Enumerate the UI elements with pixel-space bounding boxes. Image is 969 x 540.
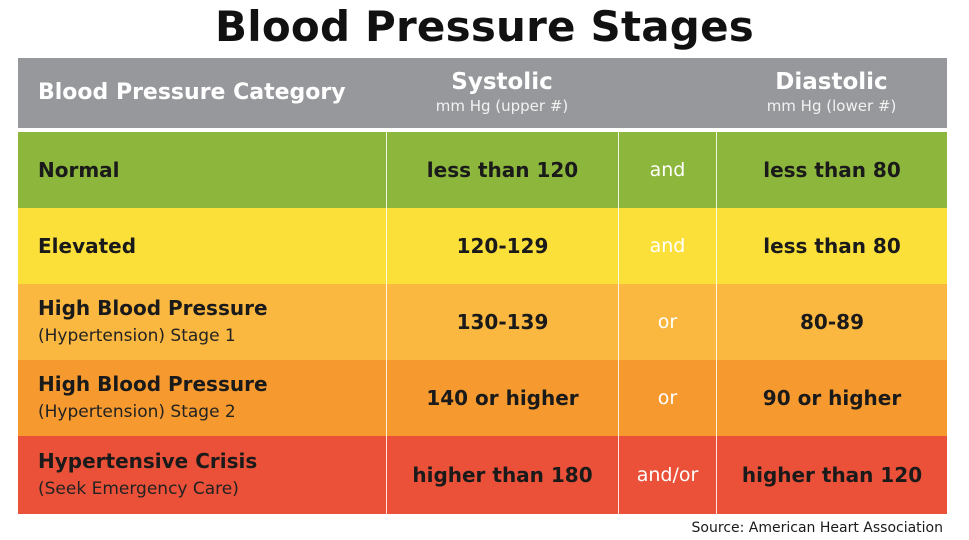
table-row-stage2: High Blood Pressure (Hypertension) Stage…: [18, 360, 947, 436]
diastolic-cell: less than 80: [716, 132, 947, 208]
diastolic-value: 80-89: [800, 310, 864, 334]
systolic-cell: 130-139: [386, 284, 618, 360]
systolic-value: 140 or higher: [426, 386, 579, 410]
diastolic-value: less than 80: [763, 158, 901, 182]
diastolic-value: less than 80: [763, 234, 901, 258]
table-header: Blood Pressure Category Systolic mm Hg (…: [18, 58, 947, 128]
table-row-elevated: Elevated 120-129 and less than 80: [18, 208, 947, 284]
systolic-value: higher than 180: [412, 463, 593, 487]
conjunction-cell: and/or: [618, 436, 716, 514]
table-row-stage1: High Blood Pressure (Hypertension) Stage…: [18, 284, 947, 360]
category-subtitle: (Hypertension) Stage 2: [38, 402, 236, 422]
category-subtitle: (Hypertension) Stage 1: [38, 326, 236, 346]
header-diastolic: Diastolic mm Hg (lower #): [716, 58, 947, 128]
systolic-cell: 140 or higher: [386, 360, 618, 436]
systolic-cell: less than 120: [386, 132, 618, 208]
category-cell: Normal: [18, 132, 386, 208]
conjunction-text: and/or: [636, 464, 699, 486]
category-name: Hypertensive Crisis: [38, 449, 258, 473]
table-row-crisis: Hypertensive Crisis (Seek Emergency Care…: [18, 436, 947, 514]
systolic-value: less than 120: [426, 158, 579, 182]
header-category-label: Blood Pressure Category: [38, 80, 346, 105]
conjunction-text: or: [657, 311, 678, 333]
systolic-value: 120-129: [456, 234, 549, 258]
systolic-value: 130-139: [456, 310, 549, 334]
category-cell: Hypertensive Crisis (Seek Emergency Care…: [18, 436, 386, 514]
conjunction-cell: or: [618, 360, 716, 436]
header-category: Blood Pressure Category: [38, 58, 378, 128]
category-cell: High Blood Pressure (Hypertension) Stage…: [18, 360, 386, 436]
diastolic-cell: less than 80: [716, 208, 947, 284]
conjunction-cell: or: [618, 284, 716, 360]
systolic-cell: higher than 180: [386, 436, 618, 514]
category-cell: Elevated: [18, 208, 386, 284]
category-name: High Blood Pressure: [38, 296, 268, 320]
category-name: High Blood Pressure: [38, 372, 268, 396]
header-systolic: Systolic mm Hg (upper #): [386, 58, 618, 128]
systolic-cell: 120-129: [386, 208, 618, 284]
conjunction-text: and: [649, 159, 686, 181]
diastolic-cell: higher than 120: [716, 436, 947, 514]
header-systolic-unit: mm Hg (upper #): [435, 97, 569, 115]
conjunction-cell: and: [618, 132, 716, 208]
conjunction-text: or: [657, 387, 678, 409]
category-name: Normal: [38, 158, 120, 182]
table-row-normal: Normal less than 120 and less than 80: [18, 132, 947, 208]
diastolic-cell: 90 or higher: [716, 360, 947, 436]
header-diastolic-unit: mm Hg (lower #): [766, 97, 897, 115]
category-name: Elevated: [38, 234, 137, 258]
conjunction-text: and: [649, 235, 686, 257]
category-cell: High Blood Pressure (Hypertension) Stage…: [18, 284, 386, 360]
diastolic-value: 90 or higher: [762, 386, 902, 410]
category-subtitle: (Seek Emergency Care): [38, 479, 239, 499]
conjunction-cell: and: [618, 208, 716, 284]
source-citation: Source: American Heart Association: [691, 520, 943, 536]
table-body: Normal less than 120 and less than 80 El…: [18, 132, 947, 518]
page-title: Blood Pressure Stages: [215, 2, 754, 51]
header-diastolic-label: Diastolic: [775, 69, 888, 95]
diastolic-cell: 80-89: [716, 284, 947, 360]
bp-stages-table: Blood Pressure Category Systolic mm Hg (…: [18, 58, 947, 518]
diastolic-value: higher than 120: [741, 463, 923, 487]
header-systolic-label: Systolic: [451, 69, 553, 95]
